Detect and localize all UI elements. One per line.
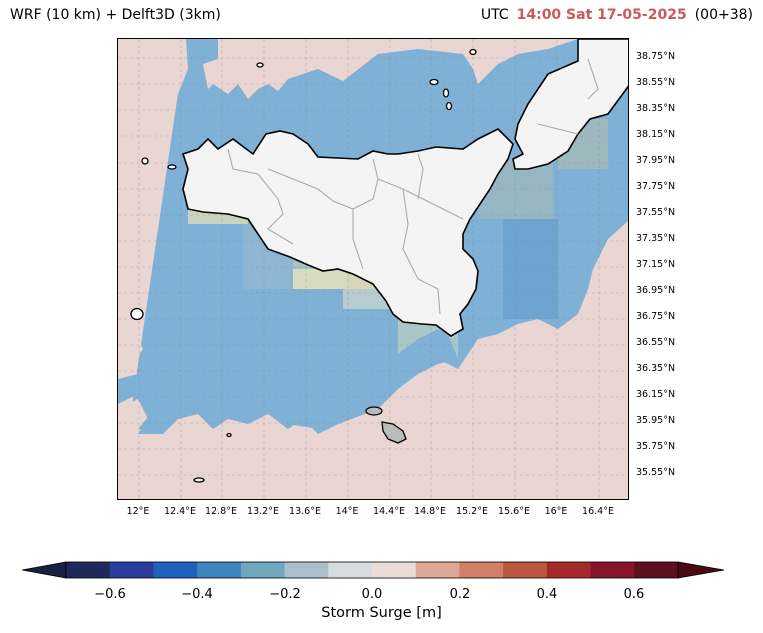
- colorbar: [22, 561, 724, 579]
- colorbar-bin: [328, 562, 373, 578]
- lon-label: 15.2°E: [456, 506, 488, 517]
- lat-label: 37.35°N: [636, 233, 676, 244]
- surge-positive-west-edge: [118, 329, 143, 374]
- lat-label: 38.55°N: [636, 77, 676, 88]
- lat-label: 36.35°N: [636, 363, 676, 374]
- lat-label: 36.95°N: [636, 285, 676, 296]
- lon-label: 12°E: [126, 506, 150, 517]
- lon-label: 14.4°E: [373, 506, 405, 517]
- colorbar-bin: [503, 562, 548, 578]
- map-title: WRF (10 km) + Delft3D (3km): [10, 7, 221, 23]
- colorbar-bin: [284, 562, 329, 578]
- lon-label: 14.8°E: [414, 506, 446, 517]
- lat-label: 36.15°N: [636, 389, 676, 400]
- colorbar-bin: [240, 562, 286, 578]
- lon-label: 16.4°E: [582, 506, 614, 517]
- lon-label: 13.6°E: [289, 506, 321, 517]
- forecast-time-header: UTC 14:00 Sat 17-05-2025 (00+38): [481, 7, 753, 23]
- lon-label: 16°E: [544, 506, 568, 517]
- lon-label: 15.6°E: [498, 506, 530, 517]
- surge-positive-northwest: [118, 39, 188, 99]
- lat-label: 38.35°N: [636, 103, 676, 114]
- colorbar-outline: [65, 561, 679, 579]
- colorbar-bin: [66, 562, 111, 578]
- lon-label: 12.8°E: [205, 506, 237, 517]
- surge-cell: [503, 219, 558, 319]
- lat-label: 35.95°N: [636, 415, 676, 426]
- colorbar-underflow: [22, 561, 67, 579]
- colorbar-overflow: [677, 561, 724, 579]
- colorbar-tick: −0.4: [181, 587, 213, 602]
- lat-label: 38.15°N: [636, 129, 676, 140]
- colorbar-tick: −0.2: [269, 587, 301, 602]
- forecast-time: 14:00 Sat 17-05-2025: [516, 7, 687, 23]
- lon-label: 14°E: [335, 506, 359, 517]
- colorbar-tick: 0.4: [536, 587, 558, 602]
- colorbar-bin: [590, 562, 635, 578]
- lon-label: 13.2°E: [247, 506, 279, 517]
- colorbar-label: Storm Surge [m]: [321, 605, 442, 621]
- surge-cell: [293, 269, 348, 289]
- province-boundaries: [227, 58, 599, 315]
- lat-label: 35.55°N: [636, 467, 676, 478]
- sicily-land: [181, 128, 514, 337]
- colorbar-bin: [109, 562, 154, 578]
- lat-label: 38.75°N: [636, 51, 676, 62]
- calabria-land: [512, 39, 628, 170]
- colorbar-bin: [546, 562, 592, 578]
- lat-label: 37.15°N: [636, 259, 676, 270]
- lat-label: 37.95°N: [636, 155, 676, 166]
- utc-label: UTC: [480, 7, 509, 23]
- colorbar-tick: 0.2: [449, 587, 471, 602]
- colorbar-tick: 0.6: [623, 587, 645, 602]
- surge-negative-south: [118, 329, 458, 429]
- surge-positive-southwest: [118, 220, 628, 499]
- colorbar-bin: [197, 562, 242, 578]
- colorbar-bin: [459, 562, 504, 578]
- colorbar-bin: [415, 562, 460, 578]
- lat-label: 36.55°N: [636, 337, 676, 348]
- lat-label: 36.75°N: [636, 311, 676, 322]
- lat-label: 37.55°N: [636, 207, 676, 218]
- storm-surge-map: [117, 38, 629, 500]
- colorbar-tick: −0.6: [94, 587, 126, 602]
- map-canvas: [118, 39, 628, 499]
- lon-label: 12.4°E: [164, 506, 196, 517]
- lat-label: 35.75°N: [636, 441, 676, 452]
- lat-label: 37.75°N: [636, 181, 676, 192]
- colorbar-bin: [372, 562, 417, 578]
- colorbar-bin: [153, 562, 198, 578]
- colorbar-tick: 0.0: [361, 587, 383, 602]
- colorbar-bin: [634, 562, 679, 578]
- malta-islands: [365, 406, 407, 444]
- small-islands: [130, 48, 477, 483]
- forecast-step: (00+38): [694, 7, 753, 23]
